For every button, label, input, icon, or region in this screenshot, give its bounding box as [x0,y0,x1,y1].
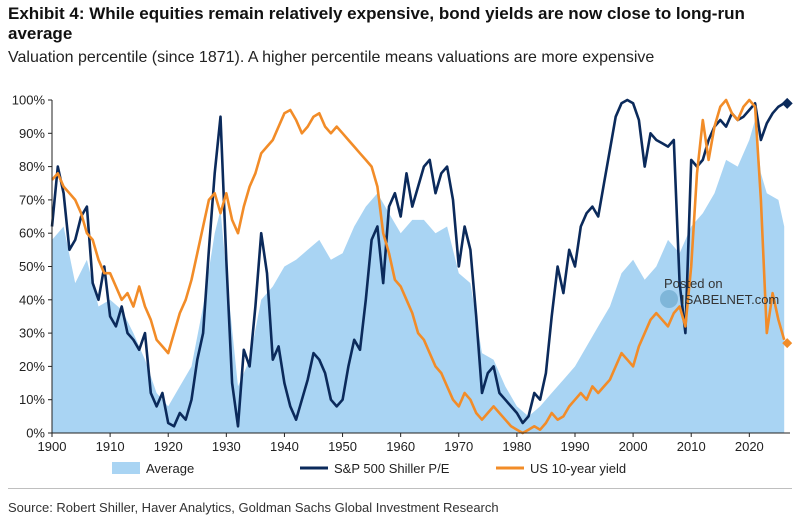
x-tick-label: 1970 [444,439,473,454]
x-tick-label: 1920 [154,439,183,454]
area-layer [52,120,785,433]
y-tick-label: 90% [19,126,45,141]
legend-label: Average [146,461,194,476]
y-tick-label: 60% [19,226,45,241]
end-marker-yield [782,338,793,349]
chart-subtitle: Valuation percentile (since 1871). A hig… [8,49,655,66]
x-tick-label: 1940 [270,439,299,454]
legend-swatch-area [112,462,140,474]
y-tick-label: 10% [19,392,45,407]
source-divider [8,488,792,489]
y-tick-label: 40% [19,292,45,307]
x-tick-label: 1980 [502,439,531,454]
y-tick-label: 30% [19,326,45,341]
x-tick-label: 1930 [212,439,241,454]
watermark-line1: Posted on [664,276,723,291]
line-layer [50,98,786,435]
end-marker-diamond [781,97,793,109]
watermark-logo-icon [660,290,678,308]
x-tick-label: 2000 [619,439,648,454]
x-tick-label: 1950 [328,439,357,454]
watermark: Posted on ISABELNET.com [660,276,779,308]
x-tick-label: 1960 [386,439,415,454]
x-tick-label: 1900 [38,439,67,454]
series-area-average [52,120,785,433]
series-line-us-10-year-yield [51,98,786,435]
y-tick-label: 20% [19,359,45,374]
series-line-s-p-500-shiller-p-e [50,98,785,428]
axes-layer: 1900 1910 1920 1930 1940 1950 1960 1970 1980 1990… [12,93,790,454]
watermark-line2: ISABELNET.com [681,292,779,307]
chart-title: Exhibit 4: While equities remain relativ… [8,4,745,43]
y-tick-label: 80% [19,159,45,174]
x-tick-label: 2020 [735,439,764,454]
y-tick-label: 70% [19,192,45,207]
source-note: Source: Robert Shiller, Haver Analytics,… [8,500,499,515]
legend: Average S&P 500 Shiller P/E US 10-year yie… [112,461,626,476]
legend-label: S&P 500 Shiller P/E [334,461,450,476]
y-tick-label: 50% [19,259,45,274]
marker-layer [781,97,793,349]
x-tick-label: 1910 [96,439,125,454]
x-tick-label: 2010 [677,439,706,454]
y-tick-label: 100% [12,93,46,108]
legend-label: US 10-year yield [530,461,626,476]
y-tick-label: 0% [26,426,45,441]
x-tick-label: 1990 [561,439,590,454]
